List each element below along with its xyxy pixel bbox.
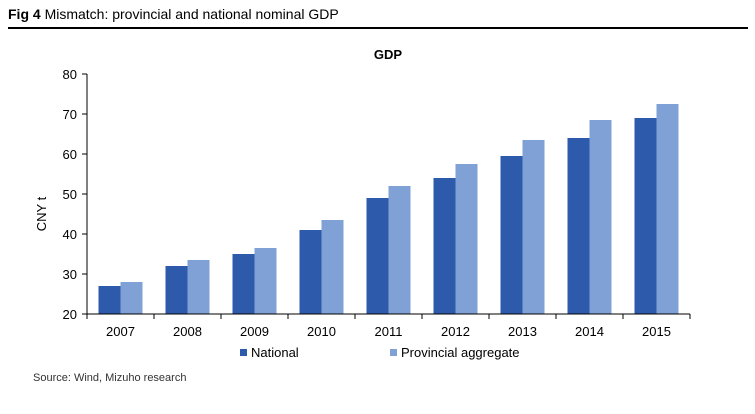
x-tick-label: 2008: [173, 324, 202, 339]
header-rule: [8, 27, 748, 29]
bar-national-2007: [98, 286, 121, 314]
y-tick-label: 20: [63, 307, 77, 322]
y-tick-label: 80: [63, 67, 77, 82]
bar-provincial-aggregate-2009: [254, 248, 277, 314]
figure-label: Fig 4: [8, 6, 41, 22]
bars: [98, 104, 679, 314]
y-tick-label: 40: [63, 227, 77, 242]
legend-label: National: [251, 345, 299, 360]
bar-provincial-aggregate-2008: [187, 260, 210, 314]
bar-provincial-aggregate-2012: [455, 164, 478, 314]
x-axis: 2007 2008 2009 2010 2011 2012 2013 2014 2015: [86, 313, 691, 339]
legend-swatch-provincial-aggregate: [390, 349, 397, 356]
bar-provincial-aggregate-2011: [388, 186, 411, 314]
bar-provincial-aggregate-2014: [589, 120, 612, 314]
x-tick-label: 2010: [307, 324, 336, 339]
y-tick-label: 60: [63, 147, 77, 162]
x-tick-label: 2009: [240, 324, 269, 339]
y-axis-label: CNY t: [34, 196, 49, 231]
x-tick-label: 2012: [441, 324, 470, 339]
legend-swatch-national: [240, 349, 247, 356]
source-note: Source: Wind, Mizuho research: [33, 372, 187, 384]
y-axis: 20 30 40 50 60 70 80: [63, 67, 88, 322]
bar-national-2013: [500, 156, 523, 314]
bar-national-2011: [366, 198, 389, 314]
x-tick-label: 2013: [508, 324, 537, 339]
bar-provincial-aggregate-2007: [120, 282, 143, 314]
bar-national-2014: [567, 138, 590, 314]
x-tick-label: 2015: [642, 324, 671, 339]
bar-national-2008: [165, 266, 188, 314]
legend: National Provincial aggregate: [240, 345, 520, 360]
legend-label: Provincial aggregate: [401, 345, 520, 360]
y-tick-label: 30: [63, 267, 77, 282]
x-tick-label: 2014: [575, 324, 604, 339]
bar-national-2012: [433, 178, 456, 314]
bar-national-2010: [299, 230, 322, 314]
x-tick-label: 2007: [106, 324, 135, 339]
bar-provincial-aggregate-2010: [321, 220, 344, 314]
chart-title: GDP: [374, 47, 403, 62]
bar-provincial-aggregate-2013: [522, 140, 545, 314]
bar-provincial-aggregate-2015: [656, 104, 679, 314]
figure-title: Mismatch: provincial and national nomina…: [44, 6, 339, 22]
figure-header: Fig 4 Mismatch: provincial and national …: [8, 6, 339, 22]
y-tick-label: 70: [63, 107, 77, 122]
bar-national-2009: [232, 254, 255, 314]
bar-national-2015: [634, 118, 657, 314]
x-tick-label: 2011: [375, 324, 403, 339]
y-tick-label: 50: [63, 187, 77, 202]
